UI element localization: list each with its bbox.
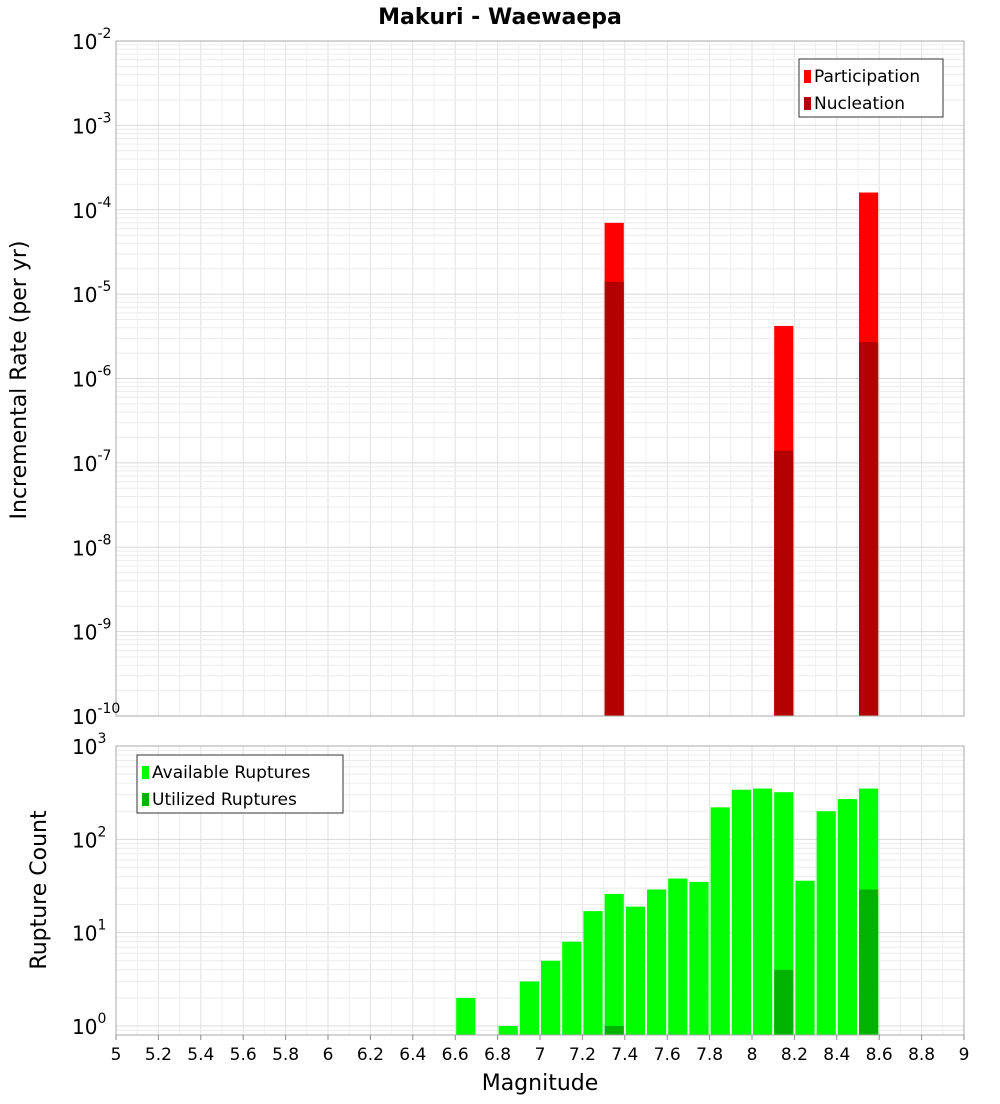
bottom-y-axis-label: Rupture Count bbox=[27, 810, 52, 970]
count-x-tick-label: 9 bbox=[959, 1045, 970, 1065]
count-x-tick-label: 8.4 bbox=[823, 1045, 850, 1065]
count-x-tick-label: 6.8 bbox=[484, 1045, 511, 1065]
rate-y-tick-label: 10-5 bbox=[72, 279, 111, 307]
rate-panel: 10-2 10-3 10-4 10-5 10-6 10-7 10-8 10-9 10-10 Par… bbox=[72, 26, 965, 729]
count-series-a-bar bbox=[456, 997, 476, 1035]
count-x-tick-label: 8.8 bbox=[908, 1045, 935, 1065]
count-x-tick-label: 5.6 bbox=[230, 1045, 257, 1065]
count-x-tick-label: 8 bbox=[747, 1045, 758, 1065]
count-y-tick-label: 102 bbox=[72, 824, 106, 852]
rate-legend-swatch bbox=[804, 70, 811, 83]
rate-series-b-bar bbox=[774, 450, 794, 716]
rate-y-tick-label: 10-10 bbox=[72, 701, 120, 729]
rate-series-b-bar bbox=[604, 281, 624, 716]
count-series-a-bar bbox=[668, 878, 688, 1035]
count-x-tick-label: 8.2 bbox=[781, 1045, 808, 1065]
count-series-a-bar bbox=[753, 788, 773, 1035]
count-series-a-bar bbox=[583, 911, 603, 1035]
rate-y-tick-label: 10-2 bbox=[72, 26, 111, 54]
count-series-a-bar bbox=[689, 881, 709, 1035]
count-legend-swatch bbox=[142, 766, 149, 779]
count-x-tick-label: 5.4 bbox=[187, 1045, 214, 1065]
count-series-b-bar bbox=[774, 969, 794, 1035]
count-legend-label: Available Ruptures bbox=[152, 763, 310, 783]
count-y-tick-label: 103 bbox=[72, 731, 106, 759]
count-x-tick-label: 6.6 bbox=[442, 1045, 469, 1065]
count-x-tick-label: 6 bbox=[323, 1045, 334, 1065]
count-series-a-bar bbox=[731, 789, 751, 1035]
count-series-a-bar bbox=[795, 880, 815, 1035]
count-legend-swatch bbox=[142, 793, 149, 806]
count-x-tick-label: 5.8 bbox=[272, 1045, 299, 1065]
count-x-tick-label: 8.6 bbox=[866, 1045, 893, 1065]
rate-legend bbox=[798, 58, 944, 118]
count-series-a-bar bbox=[519, 981, 539, 1035]
count-series-a-bar bbox=[604, 893, 624, 1035]
count-legend-label: Utilized Ruptures bbox=[152, 790, 297, 810]
rate-series-b-bar bbox=[859, 342, 879, 716]
count-series-a-bar bbox=[816, 811, 836, 1035]
count-x-tick-label: 5 bbox=[111, 1045, 122, 1065]
rate-y-tick-label: 10-7 bbox=[72, 448, 111, 476]
rate-y-tick-label: 10-3 bbox=[72, 110, 111, 138]
rate-legend-swatch bbox=[804, 97, 811, 110]
chart-title: Makuri - Waewaepa bbox=[378, 5, 622, 30]
rate-frame bbox=[115, 40, 965, 717]
count-x-tick-label: 6.2 bbox=[357, 1045, 384, 1065]
x-axis-label: Magnitude bbox=[482, 1071, 599, 1096]
count-y-tick-label: 100 bbox=[72, 1011, 106, 1039]
rate-legend-label: Participation bbox=[814, 67, 920, 87]
count-series-a-bar bbox=[625, 906, 645, 1035]
rate-y-tick-label: 10-6 bbox=[72, 364, 112, 392]
rate-y-tick-label: 10-8 bbox=[72, 532, 111, 560]
count-x-tick-label: 7.8 bbox=[696, 1045, 723, 1065]
rate-y-tick-label: 10-9 bbox=[72, 617, 111, 645]
count-x-tick-label: 7 bbox=[535, 1045, 546, 1065]
count-x-tick-label: 6.4 bbox=[399, 1045, 426, 1065]
count-x-tick-label: 7.6 bbox=[654, 1045, 681, 1065]
top-y-axis-label: Incremental Rate (per yr) bbox=[7, 241, 32, 520]
count-series-a-bar bbox=[562, 941, 582, 1035]
count-y-tick-label: 101 bbox=[72, 918, 106, 946]
rate-y-tick-label: 10-4 bbox=[72, 195, 112, 223]
count-series-a-bar bbox=[837, 799, 857, 1035]
count-series-a-bar bbox=[541, 960, 561, 1035]
count-series-b-bar bbox=[859, 889, 879, 1035]
rate-legend-label: Nucleation bbox=[814, 94, 905, 114]
count-x-tick-label: 5.2 bbox=[145, 1045, 172, 1065]
count-series-a-bar bbox=[710, 807, 730, 1035]
count-series-a-bar bbox=[647, 889, 667, 1035]
count-legend bbox=[136, 754, 344, 814]
count-x-tick-label: 7.2 bbox=[569, 1045, 596, 1065]
count-series-a-bar bbox=[498, 1025, 518, 1035]
count-x-tick-label: 7.4 bbox=[611, 1045, 638, 1065]
count-series-b-bar bbox=[604, 1025, 624, 1035]
